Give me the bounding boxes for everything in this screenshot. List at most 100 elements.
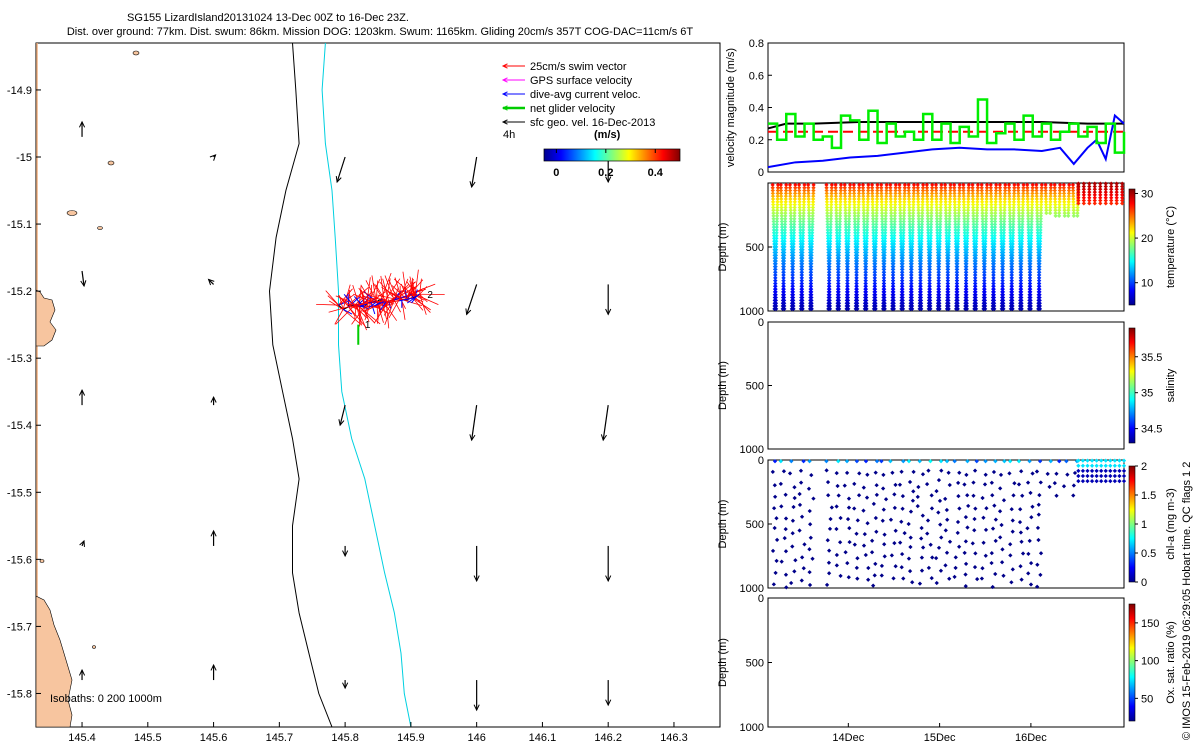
chla-point bbox=[952, 459, 957, 464]
chla-point bbox=[879, 573, 884, 578]
temperature-point bbox=[866, 182, 871, 188]
temperature-point bbox=[775, 191, 780, 196]
temperature-point bbox=[955, 239, 961, 244]
chla-point bbox=[1085, 478, 1090, 484]
swim-vector bbox=[385, 299, 395, 307]
temperature-point bbox=[901, 216, 907, 221]
current-vector bbox=[388, 301, 392, 310]
temperature-point bbox=[901, 241, 906, 247]
temperature-point bbox=[862, 225, 867, 230]
temperature-point bbox=[826, 284, 832, 289]
temperature-point bbox=[781, 278, 786, 283]
temperature-point bbox=[852, 222, 858, 227]
temperature-point bbox=[943, 194, 948, 199]
temperature-point bbox=[824, 191, 829, 196]
temperature-point bbox=[780, 230, 785, 235]
reef-islet bbox=[97, 226, 103, 230]
temperature-point bbox=[846, 230, 851, 235]
legend-entry: 25cm/s swim vector bbox=[501, 61, 627, 73]
temperature-point bbox=[855, 236, 860, 241]
temperature-point bbox=[844, 303, 849, 309]
temperature-point bbox=[800, 264, 805, 269]
temperature-point bbox=[1029, 219, 1034, 224]
chla-point bbox=[889, 553, 894, 558]
temperature-point bbox=[865, 199, 870, 204]
temperature-point bbox=[1035, 225, 1040, 230]
temperature-point bbox=[1037, 244, 1043, 249]
temperature-point bbox=[845, 270, 850, 275]
temperature-point bbox=[997, 182, 1003, 188]
temperature-point bbox=[781, 275, 786, 280]
temperature-point bbox=[1017, 227, 1022, 233]
arrow-head bbox=[210, 395, 217, 403]
chla-point bbox=[807, 582, 813, 588]
temperature-point bbox=[892, 236, 897, 241]
temperature-point bbox=[1021, 191, 1026, 196]
temperature-point bbox=[801, 199, 807, 204]
temperature-point bbox=[834, 219, 839, 224]
chla-point bbox=[881, 507, 886, 512]
chla-point bbox=[943, 528, 948, 533]
temperature-point bbox=[993, 191, 999, 196]
temperature-point bbox=[1029, 210, 1034, 216]
chla-point bbox=[880, 518, 885, 523]
temperature-point bbox=[792, 202, 797, 207]
temperature-point bbox=[916, 213, 921, 219]
temperature-point bbox=[1057, 182, 1063, 188]
chla-point bbox=[972, 468, 978, 473]
temperature-point bbox=[855, 233, 860, 238]
chla-point bbox=[774, 558, 779, 564]
chla-point bbox=[782, 536, 787, 541]
temperature-point bbox=[926, 233, 931, 238]
temperature-point bbox=[1025, 208, 1031, 213]
temperature-point bbox=[773, 264, 778, 269]
temperature-point bbox=[952, 199, 957, 204]
temperature-point bbox=[1109, 181, 1114, 186]
y-tick-label: 0 bbox=[758, 317, 764, 329]
chla-point bbox=[993, 538, 998, 544]
temperature-point bbox=[970, 182, 975, 188]
temperature-point bbox=[937, 241, 942, 247]
temperature-point bbox=[984, 182, 990, 188]
temperature-point bbox=[865, 216, 870, 221]
chla-point bbox=[826, 560, 832, 565]
temperature-point bbox=[852, 210, 857, 216]
temperature-point bbox=[965, 227, 970, 233]
temperature-point bbox=[929, 216, 934, 221]
credit-text: © IMOS 15-Feb-2019 06:29:05 Hobart time.… bbox=[1181, 462, 1193, 740]
temperature-point bbox=[1020, 219, 1025, 224]
temperature-point bbox=[1021, 182, 1026, 188]
swim-vector bbox=[419, 278, 422, 295]
temperature-point bbox=[873, 241, 878, 247]
temperature-point bbox=[973, 275, 978, 280]
chla-point bbox=[974, 459, 979, 464]
temperature-point bbox=[1035, 216, 1040, 221]
temperature-point bbox=[948, 185, 953, 190]
temperature-point bbox=[920, 188, 926, 193]
temperature-point bbox=[929, 194, 935, 199]
temperature-point bbox=[810, 233, 815, 238]
temperature-point bbox=[936, 275, 941, 280]
chla-point bbox=[1016, 482, 1022, 487]
temperature-point bbox=[828, 239, 833, 244]
temperature-point bbox=[1018, 275, 1024, 280]
temperature-point bbox=[937, 239, 942, 244]
temperature-point bbox=[945, 275, 950, 280]
temperature-point bbox=[933, 185, 939, 190]
temperature-point bbox=[1114, 181, 1119, 186]
temperature-point bbox=[981, 303, 986, 309]
chla-point bbox=[779, 504, 784, 509]
temperature-point bbox=[853, 301, 858, 306]
temperature-point bbox=[1052, 191, 1058, 196]
temperature-point bbox=[935, 233, 940, 238]
chla-point bbox=[1008, 459, 1013, 464]
temperature-point bbox=[902, 188, 907, 193]
temperature-point bbox=[993, 194, 998, 199]
temperature-point bbox=[779, 216, 784, 221]
temperature-point bbox=[845, 272, 850, 278]
temperature-point bbox=[938, 213, 943, 219]
temperature-point bbox=[975, 188, 980, 193]
temperature-point bbox=[966, 199, 971, 204]
temperature-point bbox=[1081, 195, 1086, 200]
